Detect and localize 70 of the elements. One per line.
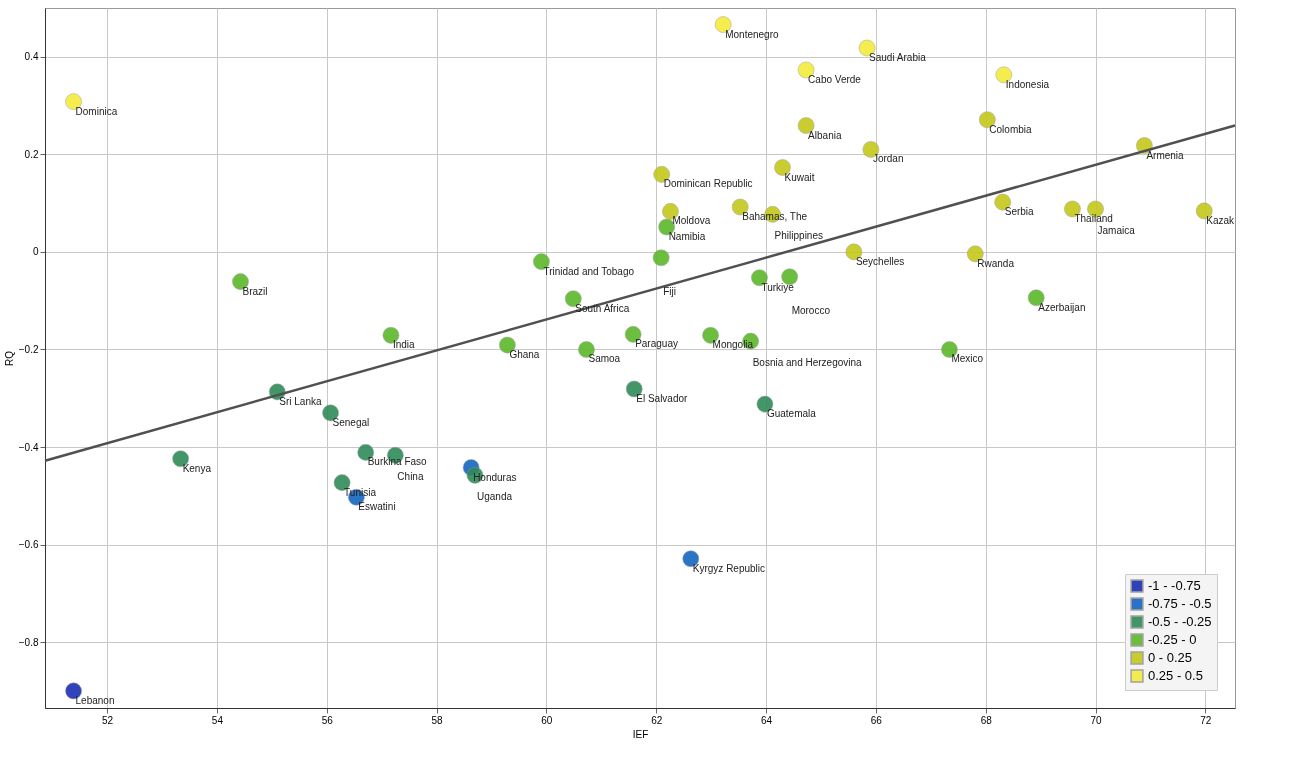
annotation: Armenia <box>1146 149 1185 161</box>
annotation: Dominican Republic <box>663 178 753 190</box>
annotation: Kenya <box>182 462 212 474</box>
y-tick-label: 0.4 <box>24 51 39 63</box>
annotation: Cabo Verde <box>808 73 862 85</box>
annotation: Jamaica <box>1097 224 1136 236</box>
annotation: Fiji <box>663 285 676 297</box>
annotation: Brazil <box>242 285 268 297</box>
annotation: Indonesia <box>1005 78 1050 90</box>
annotation: Ghana <box>509 349 540 361</box>
x-tick-label: 72 <box>1200 714 1212 726</box>
annotation: Seychelles <box>855 255 905 267</box>
annotation: Sri Lanka <box>279 395 322 407</box>
annotation: Morocco <box>791 304 831 316</box>
annotation: Albania <box>808 129 842 141</box>
x-tick-label: 56 <box>321 714 334 726</box>
annotation: Lebanon <box>75 694 115 706</box>
annotation: Guatemala <box>766 408 817 420</box>
annotation: Thailand <box>1074 212 1113 224</box>
legend-label: -0.5 - -0.25 <box>1148 614 1212 629</box>
legend-label: -1 - -0.75 <box>1148 578 1201 593</box>
annotation: El Salvador <box>636 392 689 404</box>
x-axis-title: IEF <box>632 728 649 740</box>
annotation: Bosnia and Herzegovina <box>752 357 863 369</box>
x-tick-label: 66 <box>870 714 883 726</box>
annotation: Moldova <box>672 215 711 227</box>
y-tick-label: 0.2 <box>24 148 39 160</box>
annotation: Colombia <box>989 123 1033 135</box>
annotation: Turkiye <box>761 281 795 293</box>
annotation: China <box>397 471 424 483</box>
x-tick-label: 58 <box>431 714 444 726</box>
legend-label: 0.25 - 0.5 <box>1148 668 1203 683</box>
y-axis-title: RQ <box>3 350 15 366</box>
annotation: Burkina Faso <box>367 456 428 468</box>
legend-label: -0.25 - 0 <box>1148 632 1197 647</box>
annotation: Jordan <box>872 153 904 165</box>
annotation: Trinidad and Tobago <box>543 265 635 277</box>
x-tick-label: 62 <box>651 714 663 726</box>
annotation: Kuwait <box>784 171 815 183</box>
annotation: Namibia <box>668 231 706 243</box>
y-tick-label: −0.4 <box>18 441 39 453</box>
annotation: Saudi Arabia <box>869 52 927 63</box>
y-tick-label: 0 <box>32 246 39 258</box>
annotation: Azerbaijan <box>1038 301 1086 313</box>
y-tick-label: −0.6 <box>18 539 39 551</box>
point <box>652 249 670 267</box>
annotation: Dominica <box>75 105 118 117</box>
x-tick-label: 54 <box>211 714 224 726</box>
legend-label: 0 - 0.25 <box>1148 650 1193 665</box>
x-tick-label: 68 <box>980 714 993 726</box>
legend-label: -0.75 - -0.5 <box>1148 596 1212 611</box>
annotation: Rwanda <box>977 257 1015 269</box>
annotation: Senegal <box>332 416 370 428</box>
y-tick-label: −0.8 <box>18 636 39 648</box>
x-tick-label: 60 <box>541 714 553 726</box>
annotation: Uganda <box>476 491 513 503</box>
annotation: India <box>392 339 416 351</box>
annotation: Paraguay <box>635 338 678 350</box>
x-tick-label: 70 <box>1090 714 1103 726</box>
annotation: Mexico <box>951 353 984 365</box>
annotation: Montenegro <box>725 28 779 40</box>
annotation: Samoa <box>588 353 621 365</box>
y-tick-label: −0.2 <box>18 343 39 355</box>
annotation: Serbia <box>1004 206 1035 218</box>
annotation: Kyrgyz Republic <box>692 562 766 574</box>
annotation: Kazak <box>1206 214 1236 226</box>
annotation: Philippines <box>774 230 823 242</box>
x-tick-label: 64 <box>760 714 773 726</box>
x-tick-label: 52 <box>101 714 114 726</box>
annotation: Eswatini <box>358 501 396 513</box>
